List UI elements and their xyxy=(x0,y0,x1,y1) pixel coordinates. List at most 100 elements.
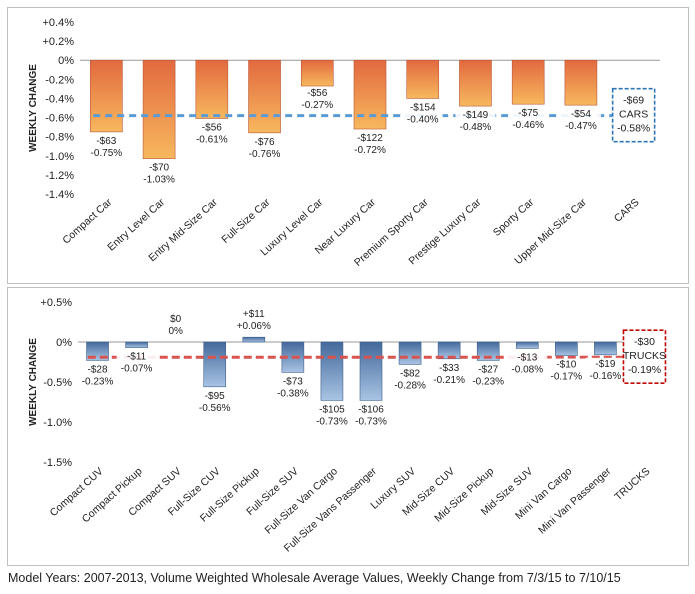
cars-dollar-label: -$75 xyxy=(518,108,538,119)
trucks-pct-label: -0.17% xyxy=(550,372,582,383)
trucks-data-label-bg xyxy=(351,403,391,428)
cars-data-label-bg xyxy=(297,87,338,112)
trucks-pct-label: -0.23% xyxy=(472,376,504,387)
trucks-pct-label: -0.21% xyxy=(433,375,465,386)
trucks-dollar-label: -$13 xyxy=(517,352,537,363)
cars-category-label: CARS xyxy=(612,196,642,224)
trucks-data-label-bg xyxy=(390,367,431,392)
chart-caption: Model Years: 2007-2013, Volume Weighted … xyxy=(8,571,621,585)
trucks-dollar-label: +$11 xyxy=(243,309,265,320)
cars-data-label-bg xyxy=(244,135,285,160)
trucks-data-label-bg xyxy=(311,403,352,428)
trucks-pct-label: -0.23% xyxy=(82,376,114,387)
cars-dollar-label: -$54 xyxy=(571,109,591,120)
cars-y-tick-label: -1.2% xyxy=(45,170,74,182)
cars-bar xyxy=(564,59,598,106)
trucks-summary-box xyxy=(622,329,667,385)
trucks-y-tick-label: -1.0% xyxy=(43,417,72,429)
trucks-data-label-bg xyxy=(272,375,313,400)
cars-bar xyxy=(195,59,229,119)
cars-summary-name-label: CARS xyxy=(619,109,648,121)
cars-pct-label: -0.61% xyxy=(196,135,228,146)
trucks-data-label-bg xyxy=(507,351,548,376)
trucks-dollar-label: -$106 xyxy=(358,404,384,415)
cars-data-label-bg xyxy=(402,101,443,126)
trucks-pct-label: 0% xyxy=(168,326,183,337)
trucks-bar xyxy=(203,341,227,388)
cars-y-tick-label: -0.4% xyxy=(45,93,74,105)
trucks-pct-label: -0.73% xyxy=(355,416,387,427)
cars-data-label-bg xyxy=(508,107,549,132)
trucks-bar xyxy=(515,341,539,349)
cars-dollar-label: -$122 xyxy=(357,133,383,144)
cars-dollar-label: -$63 xyxy=(96,136,116,147)
trucks-dollar-label: -$95 xyxy=(205,391,225,402)
trucks-dollar-label: -$11 xyxy=(127,352,147,363)
trucks-bar xyxy=(242,336,266,343)
cars-summary-box xyxy=(611,87,656,143)
cars-pct-label: -0.72% xyxy=(354,145,386,156)
cars-pct-label: -0.40% xyxy=(407,114,439,125)
cars-dollar-label: -$149 xyxy=(463,110,489,121)
trucks-pct-label: -0.38% xyxy=(277,388,309,399)
trucks-pct-label: -0.08% xyxy=(511,364,543,375)
trucks-dollar-label: $0 xyxy=(170,314,182,325)
cars-y-tick-label: +0.4% xyxy=(43,17,75,29)
cars-y-tick-label: 0% xyxy=(58,55,74,67)
cars-data-label-bg xyxy=(455,109,496,134)
cars-y-tick-label: -0.6% xyxy=(45,113,74,125)
cars-bar xyxy=(90,59,123,133)
trucks-pct-label: -0.56% xyxy=(199,403,231,414)
cars-dollar-label: -$70 xyxy=(149,163,169,174)
trucks-data-label-bg xyxy=(546,358,587,383)
trucks-dollar-label: -$73 xyxy=(283,376,303,387)
trucks-dollar-label: -$105 xyxy=(319,404,345,415)
cars-bar xyxy=(511,59,545,105)
trucks-bar xyxy=(125,341,148,348)
cars-y-tick-label: +0.2% xyxy=(43,36,75,48)
cars-dollar-label: -$56 xyxy=(202,123,222,134)
trucks-data-label-bg xyxy=(155,313,196,337)
trucks-category-label: Full-Size Van Cargo xyxy=(263,465,340,536)
trucks-bar xyxy=(476,341,500,361)
trucks-dollar-label: -$10 xyxy=(556,360,576,371)
trucks-dollar-label: -$28 xyxy=(88,364,108,375)
cars-data-label-bg xyxy=(139,161,180,186)
cars-bar xyxy=(248,59,281,134)
cars-bar xyxy=(300,59,334,87)
cars-y-tick-label: -1.4% xyxy=(45,189,74,201)
trucks-category-label: Mini Van Passenger xyxy=(536,465,614,537)
cars-dollar-label: -$154 xyxy=(410,102,436,113)
cars-data-label-bg xyxy=(560,108,601,133)
trucks-pct-label: -0.73% xyxy=(316,416,348,427)
trucks-data-label-bg xyxy=(468,363,509,388)
cars-bar xyxy=(142,59,176,159)
cars-pct-label: -0.48% xyxy=(460,122,492,133)
cars-dollar-label: -$76 xyxy=(255,137,275,148)
trucks-bar xyxy=(555,341,578,356)
trucks-y-tick-label: -0.5% xyxy=(43,377,72,389)
trucks-bar xyxy=(594,341,617,356)
trucks-dollar-label: -$27 xyxy=(478,364,498,375)
trucks-pct-label: -0.16% xyxy=(590,371,622,382)
cars-data-label-bg xyxy=(350,132,390,157)
cars-summary-pct-label: -0.58% xyxy=(617,123,650,135)
trucks-pct-label: +0.06% xyxy=(237,321,271,332)
trucks-bar xyxy=(437,341,461,360)
cars-pct-label: -0.75% xyxy=(91,148,123,159)
cars-dollar-label: -$56 xyxy=(307,88,327,99)
trucks-y-tick-label: 0% xyxy=(56,337,72,349)
trucks-summary-name-label: TRUCKS xyxy=(623,350,666,362)
cars-category-label: Compact Car xyxy=(60,196,114,247)
cars-y-tick-label: -0.2% xyxy=(45,74,74,86)
cars-bar xyxy=(459,59,492,107)
cars-y-tick-label: -1.0% xyxy=(45,151,74,163)
trucks-summary-pct-label: -0.19% xyxy=(628,364,661,376)
trucks-y-tick-label: +0.5% xyxy=(41,297,73,309)
cars-pct-label: -0.27% xyxy=(301,100,333,111)
trucks-dollar-label: -$19 xyxy=(595,359,615,370)
trucks-category-label: TRUCKS xyxy=(612,465,652,503)
cars-data-label-bg xyxy=(191,121,232,146)
trucks-pct-label: -0.28% xyxy=(394,380,426,391)
